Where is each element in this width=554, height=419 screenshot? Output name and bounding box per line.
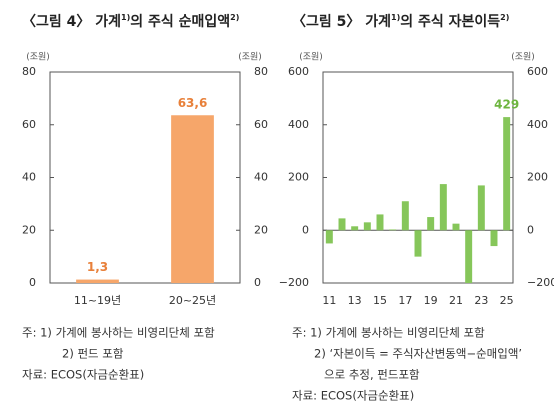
y2-tick-label: 0 [254,276,261,289]
bar [477,185,485,231]
bar [439,184,447,231]
bar [503,117,511,231]
y2-axis-unit: (조원) [511,52,535,63]
chart-title: 〈그림 5〉 가계1)의 주식 자본이득2) [292,13,509,31]
y-tick-label: 200 [288,171,309,184]
y-tick-label: 600 [288,65,309,78]
bar [76,279,119,283]
y2-tick-label: 200 [527,171,548,184]
footnote: 주: 1) 가계에 봉사하는 비영리단체 포함 [22,326,215,340]
y-axis-unit: (조원) [26,52,50,63]
footnote: 자료: ECOS(자금순환표) [292,389,414,403]
footnote: 자료: ECOS(자금순환표) [22,368,144,382]
x-tick-label: 15 [373,294,387,307]
y-tick-label: 80 [22,65,36,78]
bar [465,230,473,283]
y2-tick-label: 40 [254,171,268,184]
x-tick-label: 23 [474,294,488,307]
y-tick-label: −200 [279,276,309,289]
y2-tick-label: −200 [527,276,554,289]
x-tick-label: 17 [398,294,412,307]
bar [325,230,333,244]
x-tick-label: 21 [449,294,463,307]
chart-title: 〈그림 4〉 가계1)의 주식 순매입액2) [22,13,239,31]
value-label: 429 [494,98,519,112]
y2-tick-label: 0 [527,223,534,236]
bar [351,226,359,231]
x-tick-label: 25 [500,294,514,307]
y2-tick-label: 20 [254,223,268,236]
title-text: 의 주식 순매입액 [130,13,230,30]
y2-tick-label: 600 [527,65,548,78]
y-axis-unit: (조원) [299,52,323,63]
footnote: 2) 펀드 포함 [62,347,124,361]
footnote: 2) ‘자본이득 = 주식자산변동액−순매입액’ [314,347,522,361]
x-tick-label: 11~19년 [74,294,121,307]
x-tick-label: 13 [348,294,362,307]
value-label: 1,3 [87,260,108,274]
bar [363,222,371,231]
bar [414,230,422,257]
bar [452,223,460,231]
footnote: 주: 1) 가계에 봉사하는 비영리단체 포함 [292,326,485,340]
y-tick-label: 60 [22,118,36,131]
value-label: 63,6 [178,96,208,110]
bar [401,201,409,231]
y2-axis-unit: (조원) [238,52,262,63]
bar [338,218,346,231]
bar [376,214,384,231]
title-superscript: 1) [121,13,130,22]
bar [490,230,498,247]
title-text: 〈그림 5〉 가계 [292,14,391,30]
title-superscript: 2) [500,13,509,22]
bar [389,229,397,231]
bar [427,217,435,231]
x-tick-label: 19 [424,294,438,307]
y2-tick-label: 60 [254,118,268,131]
x-tick-label: 20~25년 [169,294,216,307]
x-tick-label: 11 [322,294,336,307]
y2-tick-label: 80 [254,65,268,78]
title-superscript: 2) [230,13,239,22]
y-tick-label: 0 [29,276,36,289]
y-tick-label: 20 [22,223,36,236]
y2-tick-label: 400 [527,118,548,131]
y-tick-label: 400 [288,118,309,131]
title-text: 〈그림 4〉 가계 [22,14,121,30]
y-tick-label: 40 [22,171,36,184]
title-superscript: 1) [391,13,400,22]
y-tick-label: 0 [302,223,309,236]
footnote: 으로 추정, 펀드포함 [324,368,420,382]
title-text: 의 주식 자본이득 [400,13,500,30]
bar [171,115,214,283]
